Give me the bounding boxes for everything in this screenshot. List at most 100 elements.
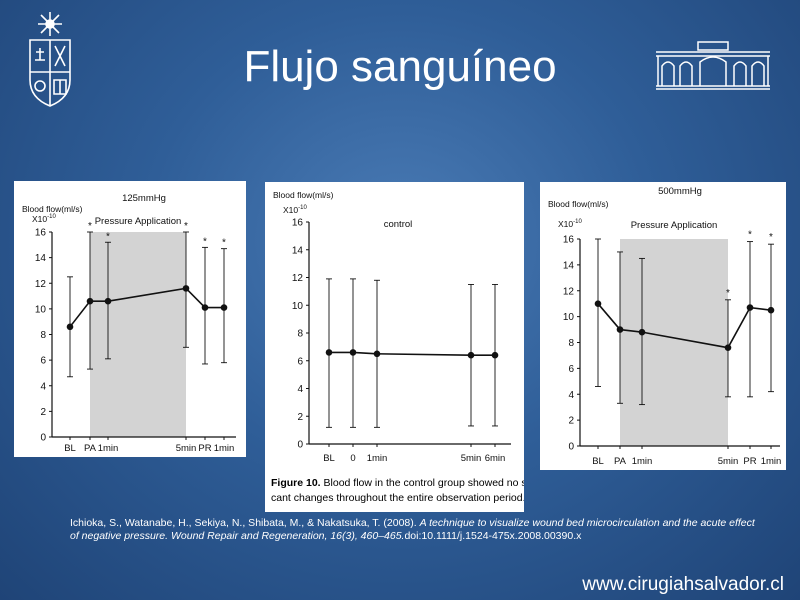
x-tick-label: 0: [350, 453, 355, 464]
y-axis-exponent: X10-10: [283, 205, 307, 215]
chart-500mmhg: Pressure Application 500mmHg Blood flow(ml…: [548, 186, 782, 467]
x-tick-label: 1min: [367, 453, 388, 464]
y-tick-label: 16: [35, 228, 47, 239]
y-axis-exponent: X10-10: [558, 219, 582, 229]
significance-marker: *: [106, 231, 110, 242]
figure-caption-line-1: Figure 10. Blood flow in the control gro…: [271, 477, 524, 489]
university-seal-logo: [29, 12, 71, 107]
y-tick-label: 6: [297, 356, 303, 367]
y-tick-label: 10: [563, 312, 575, 323]
chart-panel-500mmhg: Pressure Application 500mmHg Blood flow(ml…: [540, 182, 786, 470]
y-tick-label: 6: [568, 364, 574, 375]
y-axis-label: Blood flow(ml/s): [22, 204, 83, 214]
y-tick-label: 12: [563, 286, 575, 297]
chart-125mmhg: Pressure Application 125mmHg Blood flow(ml…: [22, 193, 236, 454]
data-point: [638, 328, 646, 336]
citation-authors: Ichioka, S., Watanabe, H., Sekiya, N., S…: [70, 517, 420, 529]
pressure-application-region: [620, 239, 728, 446]
y-tick-label: 14: [35, 253, 47, 264]
y-axis-exponent: X10-10: [32, 214, 56, 224]
y-tick-label: 16: [563, 235, 575, 246]
data-point: [349, 349, 357, 356]
x-tick-label: 5min: [176, 443, 197, 454]
sun-star-icon: [38, 12, 62, 36]
y-tick-label: 6: [40, 356, 46, 367]
significance-marker: *: [203, 236, 207, 247]
y-tick-label: 4: [297, 384, 303, 395]
chart-panel-125mmhg: Pressure Application 125mmHg Blood flow(ml…: [14, 181, 246, 457]
significance-marker: *: [222, 238, 226, 249]
x-tick-label: PA: [84, 443, 97, 454]
data-point: [66, 323, 74, 331]
significance-marker: *: [769, 232, 773, 243]
y-tick-label: 10: [292, 301, 304, 312]
x-tick-label: PR: [198, 443, 211, 454]
citation: Ichioka, S., Watanabe, H., Sekiya, N., S…: [70, 517, 760, 542]
y-tick-label: 12: [292, 273, 304, 284]
y-tick-label: 2: [568, 416, 574, 427]
data-point: [182, 285, 190, 292]
data-point: [86, 297, 94, 305]
data-point: [767, 306, 775, 314]
x-tick-label: 5min: [718, 456, 739, 467]
x-tick-label: 1min: [214, 443, 235, 454]
data-point: [594, 300, 602, 307]
y-tick-label: 14: [292, 245, 304, 256]
series-line: [597, 303, 772, 349]
y-tick-label: 8: [568, 338, 574, 349]
x-tick-label: 5min: [461, 453, 482, 464]
data-point: [616, 326, 624, 333]
y-tick-label: 8: [40, 330, 46, 341]
data-point: [467, 351, 475, 359]
y-tick-label: 12: [35, 279, 47, 290]
citation-doi: doi:10.1111/j.1524-475x.2008.00390.x: [404, 529, 582, 542]
y-tick-label: 4: [40, 381, 46, 392]
website-url: www.cirugiahsalvador.cl: [582, 574, 784, 595]
citation-title: A technique to visualize wound bed micro…: [70, 517, 755, 542]
significance-marker: *: [726, 288, 730, 299]
y-tick-label: 0: [568, 442, 574, 453]
y-tick-label: 14: [563, 260, 575, 271]
data-point: [373, 350, 381, 358]
data-point: [220, 304, 228, 311]
x-tick-label: 1min: [632, 456, 653, 467]
y-tick-label: 16: [292, 218, 304, 229]
figure-caption-line-2: cant changes throughout the entire obser…: [271, 492, 524, 504]
slide-title: Flujo sanguíneo: [243, 42, 557, 91]
y-tick-label: 2: [297, 412, 303, 423]
chart-title: control: [384, 219, 413, 230]
data-point: [491, 351, 499, 359]
y-tick-label: 0: [40, 433, 46, 444]
chart-control: control Blood flow(ml/s) X10-10 0 2 4 6 8 10 12 14…: [271, 190, 524, 504]
x-tick-label: 6min: [485, 453, 506, 464]
y-tick-label: 10: [35, 304, 47, 315]
data-point: [746, 304, 754, 311]
x-tick-label: PR: [743, 456, 756, 467]
building-facade-logo: [656, 41, 770, 90]
data-point: [325, 349, 333, 356]
chart-title: 125mmHg: [122, 193, 166, 204]
chart-panel-control: control Blood flow(ml/s) X10-10 0 2 4 6 8 10 12 14…: [265, 182, 524, 512]
data-point: [104, 297, 112, 305]
significance-marker: *: [748, 230, 752, 241]
x-tick-label: 1min: [98, 443, 119, 454]
data-point: [724, 344, 732, 351]
shaded-region-label: Pressure Application: [95, 216, 182, 227]
y-tick-label: 0: [297, 440, 303, 451]
x-tick-label: 1min: [761, 456, 782, 467]
y-tick-label: 8: [297, 329, 303, 340]
data-point: [201, 304, 209, 311]
significance-marker: *: [88, 221, 92, 232]
figure-caption-label: Figure 10.: [271, 477, 321, 489]
y-axis-label: Blood flow(ml/s): [273, 190, 334, 200]
x-tick-label: BL: [592, 456, 604, 467]
x-tick-label: PA: [614, 456, 627, 467]
chart-title: 500mmHg: [658, 186, 702, 197]
x-tick-label: BL: [323, 453, 335, 464]
y-tick-label: 2: [40, 407, 46, 418]
pressure-application-region: [90, 232, 186, 437]
y-tick-label: 4: [568, 390, 574, 401]
significance-marker: *: [184, 221, 188, 232]
x-tick-label: BL: [64, 443, 76, 454]
y-axis-label: Blood flow(ml/s): [548, 199, 609, 209]
